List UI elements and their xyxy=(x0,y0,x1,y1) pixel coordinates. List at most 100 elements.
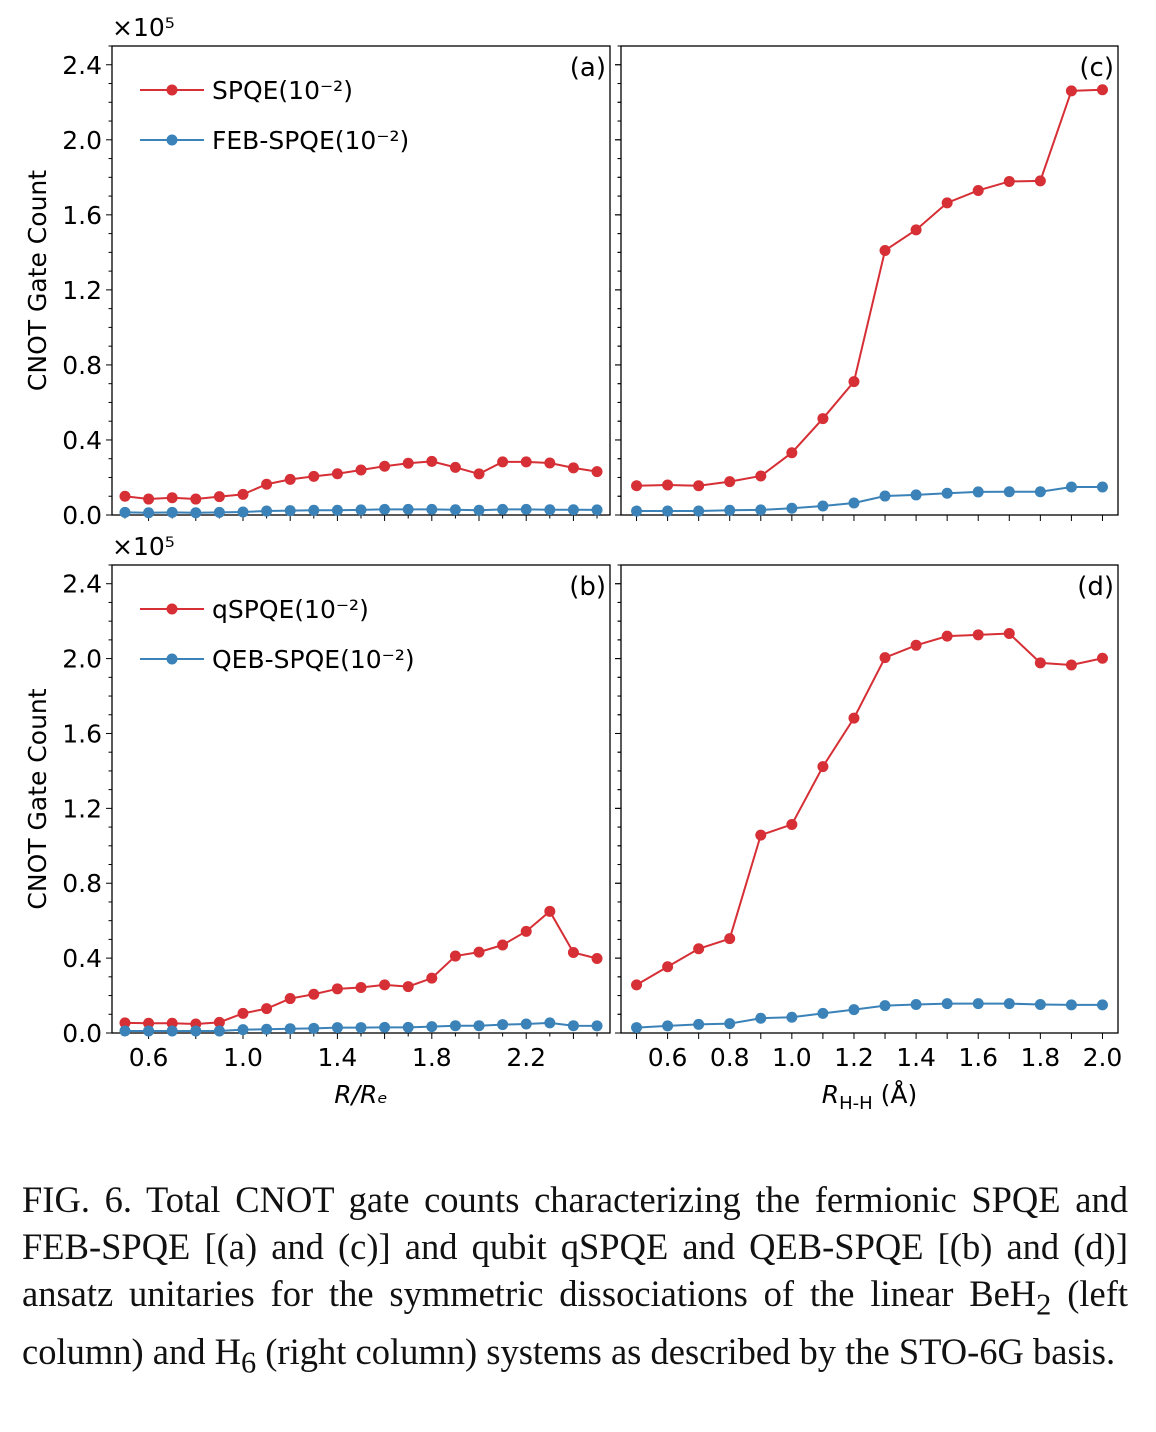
x-axis-label-main: R xyxy=(822,1080,839,1109)
data-point xyxy=(631,1022,643,1034)
data-point xyxy=(1096,84,1108,96)
series-line xyxy=(636,486,1103,513)
data-point xyxy=(1034,486,1046,498)
legend-label: SPQE(10⁻²) xyxy=(212,76,353,105)
data-point xyxy=(190,1025,202,1037)
y-tick-label: 2.4 xyxy=(62,570,102,599)
x-tick-label: 1.6 xyxy=(958,1043,998,1072)
data-point xyxy=(848,1004,860,1016)
data-point xyxy=(567,504,579,516)
data-point xyxy=(308,504,320,516)
data-point xyxy=(848,376,860,388)
series-0 xyxy=(631,628,1108,991)
data-point xyxy=(261,1023,273,1035)
data-point xyxy=(567,1020,579,1032)
x-tick-label: 1.8 xyxy=(1020,1043,1060,1072)
data-point xyxy=(662,479,674,491)
data-point xyxy=(402,457,414,469)
series-0 xyxy=(119,905,603,1030)
y-tick-label: 2.0 xyxy=(62,126,102,155)
data-point xyxy=(1003,628,1015,640)
x-tick-label: 0.6 xyxy=(648,1043,688,1072)
data-point xyxy=(213,1025,225,1037)
data-point xyxy=(237,1007,249,1019)
data-point xyxy=(166,1017,178,1029)
data-point xyxy=(520,1018,532,1030)
data-point xyxy=(972,184,984,196)
data-point xyxy=(724,504,736,516)
data-point xyxy=(591,504,603,516)
data-point xyxy=(402,1021,414,1033)
axes-frame xyxy=(620,45,1119,516)
y-tick-label: 1.2 xyxy=(62,794,102,823)
data-point xyxy=(143,1017,155,1029)
data-point xyxy=(1065,481,1077,493)
data-point xyxy=(591,466,603,478)
caption-lead: FIG. 6. xyxy=(22,1179,133,1220)
y-tick-label: 0.8 xyxy=(62,869,102,898)
data-point xyxy=(213,1016,225,1028)
data-point xyxy=(817,500,829,512)
data-point xyxy=(284,505,296,517)
y-axis-label: CNOT Gate Count xyxy=(23,170,52,391)
data-point xyxy=(972,629,984,641)
series-line xyxy=(636,88,1103,487)
panel-label: (c) xyxy=(1079,53,1114,83)
x-axis-label: R/Rₑ xyxy=(334,1080,388,1109)
data-point xyxy=(379,460,391,472)
data-point xyxy=(817,761,829,773)
data-point xyxy=(237,488,249,500)
data-point xyxy=(724,1018,736,1030)
caption-text: (left column) and H xyxy=(22,1273,1128,1373)
data-point xyxy=(119,1025,131,1037)
data-point xyxy=(693,505,705,517)
data-point xyxy=(755,829,767,841)
data-point xyxy=(544,905,556,917)
data-point xyxy=(379,503,391,515)
data-point xyxy=(1065,85,1077,97)
data-point xyxy=(910,489,922,501)
data-point xyxy=(143,493,155,505)
caption-subscript: 2 xyxy=(1036,1287,1052,1322)
data-point xyxy=(237,1024,249,1036)
data-point xyxy=(941,487,953,499)
data-point xyxy=(544,457,556,469)
data-point xyxy=(879,1000,891,1012)
y-tick-label: 0.0 xyxy=(62,1019,102,1048)
x-tick-label: 1.4 xyxy=(896,1043,936,1072)
data-point xyxy=(426,503,438,515)
panel-a: 0.0 0.4 0.8 1.2 1.6 2.0 2.4 (a) ×10⁵ CNOT Gate Co… xyxy=(23,13,611,530)
data-point xyxy=(631,505,643,517)
data-point xyxy=(473,468,485,480)
data-point xyxy=(591,952,603,964)
x-axis-label-unit: (Å) xyxy=(873,1080,918,1109)
series-1 xyxy=(119,1017,603,1037)
legend-label: FEB-SPQE(10⁻²) xyxy=(212,126,409,155)
y-tick-label: 1.6 xyxy=(62,719,102,748)
data-point xyxy=(567,462,579,474)
axes-frame xyxy=(620,564,1119,1034)
data-point xyxy=(190,493,202,505)
y-tick-label: 0.4 xyxy=(62,944,102,973)
caption-text: Total CNOT gate counts characterizing th… xyxy=(22,1179,1128,1314)
legend-marker xyxy=(166,653,178,665)
x-tick-label: 1.0 xyxy=(223,1043,263,1072)
data-point xyxy=(520,503,532,515)
data-point xyxy=(786,818,798,830)
x-axis-label: RH-H (Å) xyxy=(822,1080,918,1114)
y-tick-label: 0.8 xyxy=(62,351,102,380)
data-point xyxy=(879,490,891,502)
data-point xyxy=(143,1025,155,1037)
data-point xyxy=(941,197,953,209)
axes-frame xyxy=(111,564,611,1034)
data-point xyxy=(1096,652,1108,664)
data-point xyxy=(308,470,320,482)
panel-label: (a) xyxy=(570,53,606,83)
y-axis-label: CNOT Gate Count xyxy=(23,688,52,909)
data-point xyxy=(331,983,343,995)
x-tick-label: 2.2 xyxy=(506,1043,546,1072)
data-point xyxy=(355,982,367,994)
data-point xyxy=(426,455,438,467)
data-point xyxy=(355,504,367,516)
series-0 xyxy=(119,455,603,505)
